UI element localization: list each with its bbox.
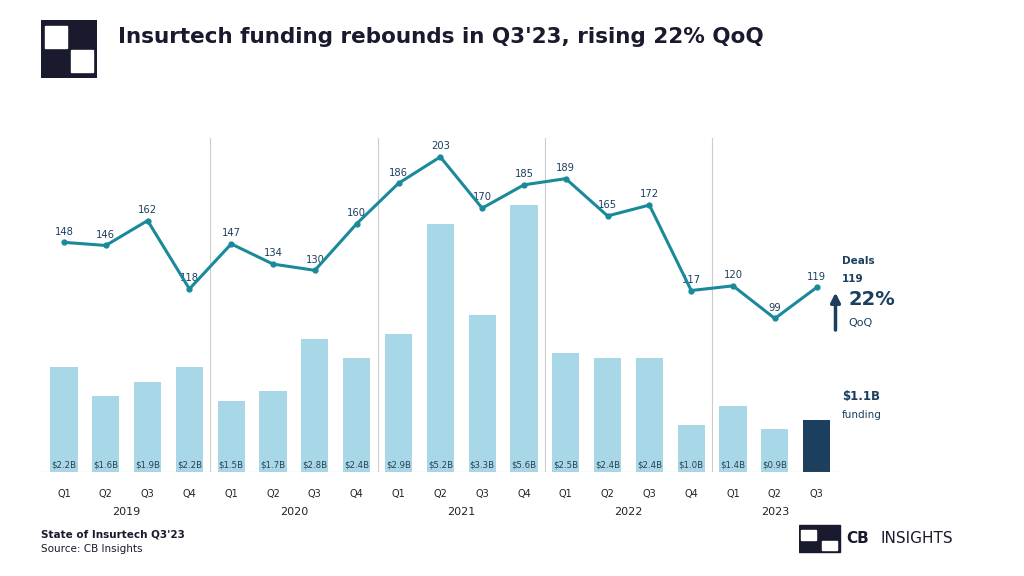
- Text: Q2: Q2: [601, 489, 614, 499]
- Text: $1.9B: $1.9B: [135, 461, 160, 470]
- Text: Q4: Q4: [350, 489, 364, 499]
- Text: 189: 189: [556, 163, 575, 173]
- Text: $2.8B: $2.8B: [302, 461, 328, 470]
- Bar: [469, 315, 496, 472]
- Text: Q2: Q2: [433, 489, 447, 499]
- Text: $2.9B: $2.9B: [386, 461, 411, 470]
- Text: $1.4B: $1.4B: [721, 461, 745, 470]
- Bar: [301, 339, 329, 472]
- Text: 185: 185: [514, 169, 534, 179]
- Text: 2021: 2021: [447, 507, 475, 517]
- Text: $5.6B: $5.6B: [511, 461, 537, 470]
- Text: 119: 119: [842, 274, 863, 284]
- Text: $1.1B: $1.1B: [842, 390, 880, 403]
- Text: 2020: 2020: [280, 507, 308, 517]
- Bar: [678, 425, 705, 472]
- Text: Source: CB Insights: Source: CB Insights: [41, 544, 142, 554]
- Text: 2023: 2023: [761, 507, 788, 517]
- Text: State of Insurtech Q3'23: State of Insurtech Q3'23: [41, 530, 185, 540]
- Bar: [427, 224, 454, 472]
- Text: $3.3B: $3.3B: [470, 461, 495, 470]
- Text: 147: 147: [222, 228, 241, 238]
- Text: Q3: Q3: [642, 489, 656, 499]
- Text: Q3: Q3: [140, 489, 155, 499]
- Text: 2019: 2019: [113, 507, 141, 517]
- Text: $2.2B: $2.2B: [177, 461, 202, 470]
- Text: $2.4B: $2.4B: [637, 461, 662, 470]
- Text: 160: 160: [347, 208, 367, 218]
- Text: 165: 165: [598, 200, 617, 210]
- Bar: [761, 429, 788, 472]
- Text: 146: 146: [96, 230, 116, 240]
- Text: 22%: 22%: [848, 290, 895, 309]
- Text: 99: 99: [768, 303, 781, 313]
- Bar: [134, 382, 161, 472]
- Text: Q1: Q1: [224, 489, 239, 499]
- Bar: [720, 406, 746, 472]
- Text: 170: 170: [473, 192, 492, 202]
- Text: 119: 119: [807, 272, 826, 282]
- Bar: [92, 396, 120, 472]
- Text: Q3: Q3: [810, 489, 823, 499]
- Text: $0.9B: $0.9B: [762, 461, 787, 470]
- Text: 172: 172: [640, 190, 659, 199]
- Text: 148: 148: [54, 226, 74, 237]
- Bar: [343, 358, 371, 472]
- Text: $2.4B: $2.4B: [344, 461, 370, 470]
- Text: $2.2B: $2.2B: [51, 461, 77, 470]
- Text: $1.0B: $1.0B: [679, 461, 703, 470]
- Text: $1.6B: $1.6B: [93, 461, 119, 470]
- Text: Q1: Q1: [57, 489, 71, 499]
- Text: Insurtech funding rebounds in Q3'23, rising 22% QoQ: Insurtech funding rebounds in Q3'23, ris…: [118, 28, 764, 47]
- Text: Q4: Q4: [517, 489, 530, 499]
- Bar: [799, 525, 840, 552]
- Text: $1.7B: $1.7B: [260, 461, 286, 470]
- Bar: [822, 541, 838, 551]
- Text: QoQ: QoQ: [848, 318, 872, 328]
- Bar: [176, 367, 203, 472]
- Bar: [552, 353, 580, 472]
- Text: 120: 120: [724, 270, 742, 280]
- Text: Q2: Q2: [266, 489, 280, 499]
- Bar: [72, 50, 93, 72]
- Bar: [385, 334, 412, 472]
- Bar: [45, 26, 67, 48]
- Text: 162: 162: [138, 205, 157, 215]
- Bar: [636, 358, 663, 472]
- Text: 2022: 2022: [614, 507, 643, 517]
- Text: INSIGHTS: INSIGHTS: [881, 531, 953, 546]
- Text: $1.5B: $1.5B: [219, 461, 244, 470]
- Text: 117: 117: [682, 275, 700, 285]
- Text: Q3: Q3: [475, 489, 489, 499]
- Text: $2.5B: $2.5B: [553, 461, 579, 470]
- Text: 203: 203: [431, 141, 450, 151]
- Text: Q1: Q1: [559, 489, 572, 499]
- Bar: [594, 358, 622, 472]
- Text: 118: 118: [180, 273, 199, 283]
- Text: Q1: Q1: [726, 489, 740, 499]
- Text: $2.4B: $2.4B: [595, 461, 621, 470]
- Text: $5.2B: $5.2B: [428, 461, 453, 470]
- Text: CB: CB: [846, 531, 868, 546]
- Bar: [259, 391, 287, 472]
- Bar: [803, 420, 830, 472]
- Text: Q2: Q2: [99, 489, 113, 499]
- Text: Deals: Deals: [842, 256, 874, 266]
- Text: 134: 134: [263, 248, 283, 259]
- Text: Q4: Q4: [684, 489, 698, 499]
- Text: $1.1B: $1.1B: [804, 461, 829, 470]
- Text: Q2: Q2: [768, 489, 781, 499]
- Text: 186: 186: [389, 168, 408, 177]
- Text: Q3: Q3: [308, 489, 322, 499]
- Text: Q4: Q4: [182, 489, 197, 499]
- Bar: [50, 367, 78, 472]
- Text: funding: funding: [842, 410, 882, 420]
- Bar: [801, 530, 816, 540]
- Bar: [510, 205, 538, 472]
- Text: Q1: Q1: [391, 489, 406, 499]
- Bar: [218, 401, 245, 472]
- Text: 130: 130: [305, 255, 325, 264]
